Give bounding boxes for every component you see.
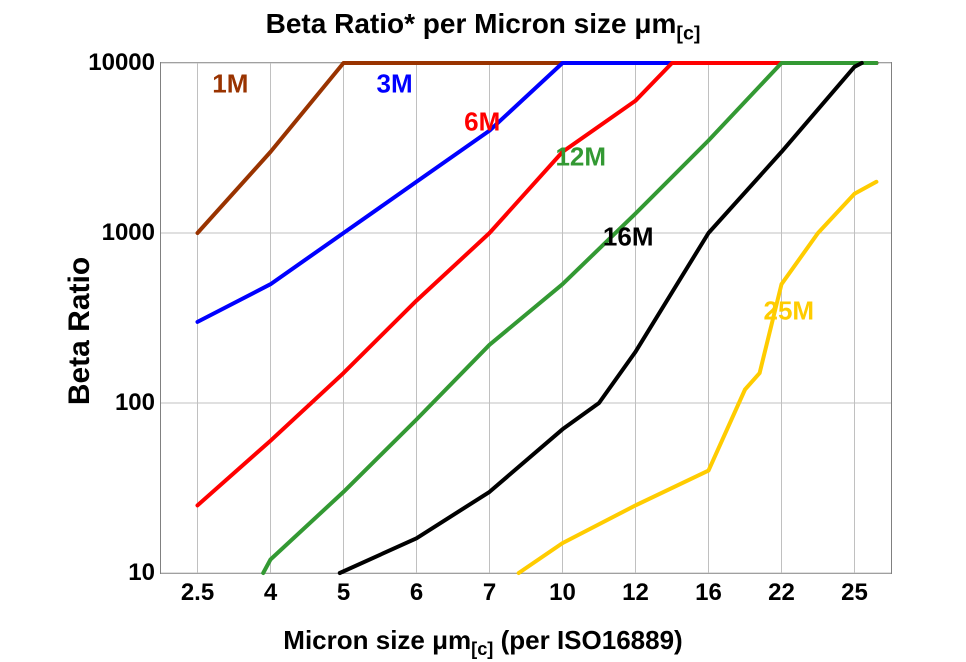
- x-tick-label: 2.5: [181, 579, 214, 607]
- x-tick-label: 22: [768, 579, 795, 607]
- x-tick-label: 25: [841, 579, 868, 607]
- series-label-3M: 3M: [377, 69, 413, 100]
- y-tick-label: 100: [115, 389, 155, 417]
- series-label-16M: 16M: [603, 221, 654, 252]
- x-tick-label: 5: [337, 579, 350, 607]
- x-axis-label: Micron size μm[c] (per ISO16889): [0, 625, 966, 660]
- series-label-1M: 1M: [212, 69, 248, 100]
- x-tick-label: 6: [410, 579, 423, 607]
- chart-container: { "chart": { "type": "line", "title_html…: [0, 0, 966, 662]
- series-line-6M: [198, 63, 877, 505]
- plot-area: 2.545671012162225101001000100001M3M6M12M…: [160, 62, 892, 574]
- chart-title: Beta Ratio* per Micron size μm[c]: [0, 8, 966, 46]
- y-tick-label: 10000: [88, 49, 155, 77]
- series-label-12M: 12M: [555, 141, 606, 172]
- series-line-3M: [198, 63, 877, 322]
- series-label-25M: 25M: [764, 295, 815, 326]
- x-tick-label: 10: [549, 579, 576, 607]
- series-line-25M: [519, 182, 877, 573]
- series-label-6M: 6M: [464, 106, 500, 137]
- x-tick-label: 7: [483, 579, 496, 607]
- y-tick-label: 10: [128, 559, 155, 587]
- x-tick-label: 4: [264, 579, 277, 607]
- x-tick-label: 12: [622, 579, 649, 607]
- y-axis-label: Beta Ratio: [63, 257, 97, 405]
- y-tick-label: 1000: [102, 219, 155, 247]
- x-tick-label: 16: [695, 579, 722, 607]
